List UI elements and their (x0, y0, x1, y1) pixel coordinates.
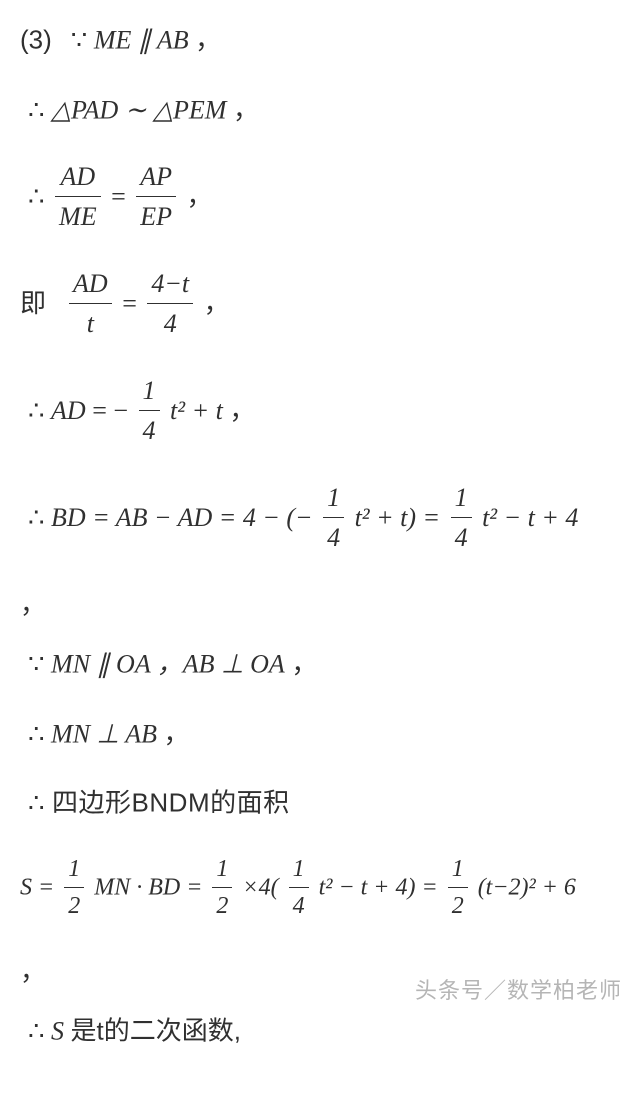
fraction: 1 4 (451, 478, 472, 557)
therefore-sym: ∴ (28, 182, 45, 211)
frac-den: 4 (139, 410, 160, 450)
therefore-sym: ∴ (28, 789, 45, 818)
step-line-9: ∴ MN ⊥ AB ， (20, 712, 620, 754)
math-expr: MN ⊥ AB (51, 719, 157, 748)
because-sym: ∵ (28, 650, 45, 679)
step-line-7: ， (20, 585, 620, 624)
frac-num: 1 (64, 851, 84, 887)
step-line-4: 即 AD t = 4−t 4 ， (20, 264, 620, 343)
fraction: 4−t 4 (147, 264, 193, 343)
fraction: 1 4 (323, 478, 344, 557)
fraction: 1 2 (448, 851, 468, 924)
fraction: AD ME (55, 157, 101, 236)
watermark-text: 头条号／数学柏老师 (415, 973, 622, 1005)
cjk-word: 即 (20, 288, 46, 318)
comma: ， (20, 589, 46, 619)
fraction: 1 4 (139, 371, 160, 450)
equals-sym: = − (92, 396, 128, 425)
step-line-8: ∵ MN ∥ OA ，AB ⊥ OA ， (20, 642, 620, 684)
step-line-13: ∴ S 是t的二次函数, (20, 1009, 620, 1051)
step-line-6: ∴ BD = AB − AD = 4 − (− 1 4 t² + t) = 1 … (20, 478, 620, 557)
frac-den: t (69, 303, 112, 343)
math-expr: ×4( (242, 874, 278, 900)
comma: ， (233, 94, 259, 124)
frac-den: 2 (212, 887, 232, 924)
frac-num: AD (55, 157, 101, 196)
step-line-10: ∴ 四边形BNDM的面积 (20, 781, 620, 823)
frac-den: 4 (451, 517, 472, 557)
comma: ， (204, 288, 230, 318)
therefore-sym: ∴ (28, 719, 45, 748)
step-line-3: ∴ AD ME = AP EP ， (20, 157, 620, 236)
step-line-5: ∴ AD = − 1 4 t² + t ， (20, 371, 620, 450)
frac-num: 1 (289, 851, 309, 887)
math-expr: AD (51, 396, 86, 425)
math-expr: ME ∥ AB (94, 26, 189, 55)
math-expr: S (51, 1016, 71, 1045)
frac-num: AD (69, 264, 112, 303)
comma: ， (291, 649, 317, 679)
therefore-sym: ∴ (28, 503, 45, 532)
math-expr: BD = AB − AD = 4 − (− (51, 503, 313, 532)
equals-sym: = (122, 289, 137, 318)
fraction: 1 2 (64, 851, 84, 924)
frac-num: AP (136, 157, 176, 196)
frac-num: 4−t (147, 264, 193, 303)
fraction: AD t (69, 264, 112, 343)
math-expr: t² + t) = (355, 503, 447, 532)
frac-num: 1 (451, 478, 472, 517)
math-expr: t² − t + 4 (482, 503, 578, 532)
equals-sym: = (111, 182, 126, 211)
comma: ， (20, 956, 46, 986)
frac-den: 4 (323, 517, 344, 557)
therefore-sym: ∴ (28, 1016, 45, 1045)
frac-den: 4 (289, 887, 309, 924)
therefore-sym: ∴ (28, 396, 45, 425)
because-sym: ∵ (71, 26, 88, 55)
frac-den: 2 (64, 887, 84, 924)
step-line-1: (3) ∵ ME ∥ AB ， (20, 18, 620, 60)
math-expr: MN ∥ OA ，AB ⊥ OA (51, 650, 285, 679)
frac-num: 1 (323, 478, 344, 517)
comma: ， (229, 395, 255, 425)
fraction: 1 2 (212, 851, 232, 924)
step-line-2: ∴ △PAD ∼ △PEM ， (20, 88, 620, 130)
frac-den: 2 (448, 887, 468, 924)
frac-den: 4 (147, 303, 193, 343)
frac-num: 1 (212, 851, 232, 887)
comma: ， (187, 181, 213, 211)
math-expr: MN · BD = (94, 874, 208, 900)
therefore-sym: ∴ (28, 95, 45, 124)
frac-den: EP (136, 196, 176, 236)
frac-num: 1 (448, 851, 468, 887)
math-expr: S = (20, 874, 60, 900)
frac-den: ME (55, 196, 101, 236)
cjk-text: 四边形BNDM的面积 (52, 788, 290, 818)
fraction: 1 4 (289, 851, 309, 924)
math-expr: t² + t (170, 396, 223, 425)
frac-num: 1 (139, 371, 160, 410)
math-expr: t² − t + 4) = (319, 874, 444, 900)
step-line-11: S = 1 2 MN · BD = 1 2 ×4( 1 4 t² − t + 4… (20, 851, 620, 924)
fraction: AP EP (136, 157, 176, 236)
item-number: (3) (20, 25, 52, 55)
math-expr: △PAD ∼ △PEM (51, 95, 226, 124)
comma: ， (164, 718, 190, 748)
math-expr: (t−2)² + 6 (478, 874, 576, 900)
comma: ， (195, 25, 221, 55)
cjk-text: 是t的二次函数, (71, 1015, 241, 1045)
